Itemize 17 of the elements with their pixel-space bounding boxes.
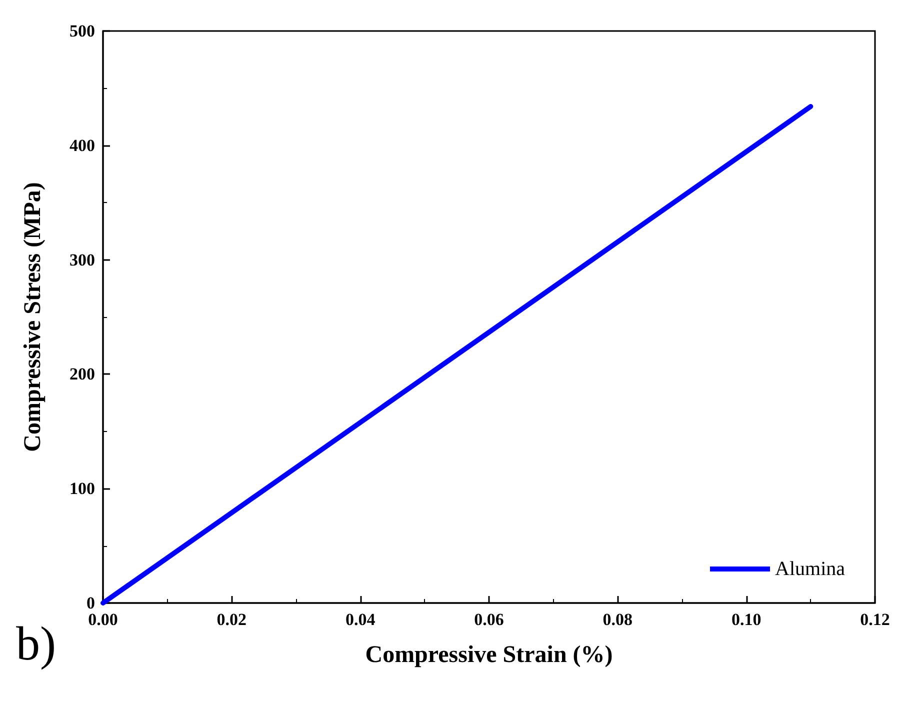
x-tick-label: 0.06 (474, 610, 504, 629)
y-tick-label: 200 (70, 364, 95, 384)
x-tick-label: 0.10 (731, 610, 762, 629)
x-tick-label: 0.12 (860, 610, 890, 629)
y-tick-label: 0 (86, 594, 95, 612)
x-tick-label: 0.02 (216, 610, 247, 629)
y-tick-label: 300 (70, 250, 95, 270)
x-tick-label: 0.08 (602, 610, 633, 629)
y-tick-label: 100 (70, 479, 95, 498)
text: b) (16, 618, 56, 670)
legend-label: Alumina (775, 558, 846, 580)
y-tick-label: 400 (70, 136, 95, 155)
y-tick-label: 500 (70, 22, 95, 40)
x-tick-label: 0.00 (88, 610, 118, 629)
x-axis-title: Compressive Strain (%) (365, 642, 613, 668)
y-axis-title: Compressive Stress (MPa) (20, 182, 46, 452)
x-tick-label: 0.04 (345, 610, 376, 629)
